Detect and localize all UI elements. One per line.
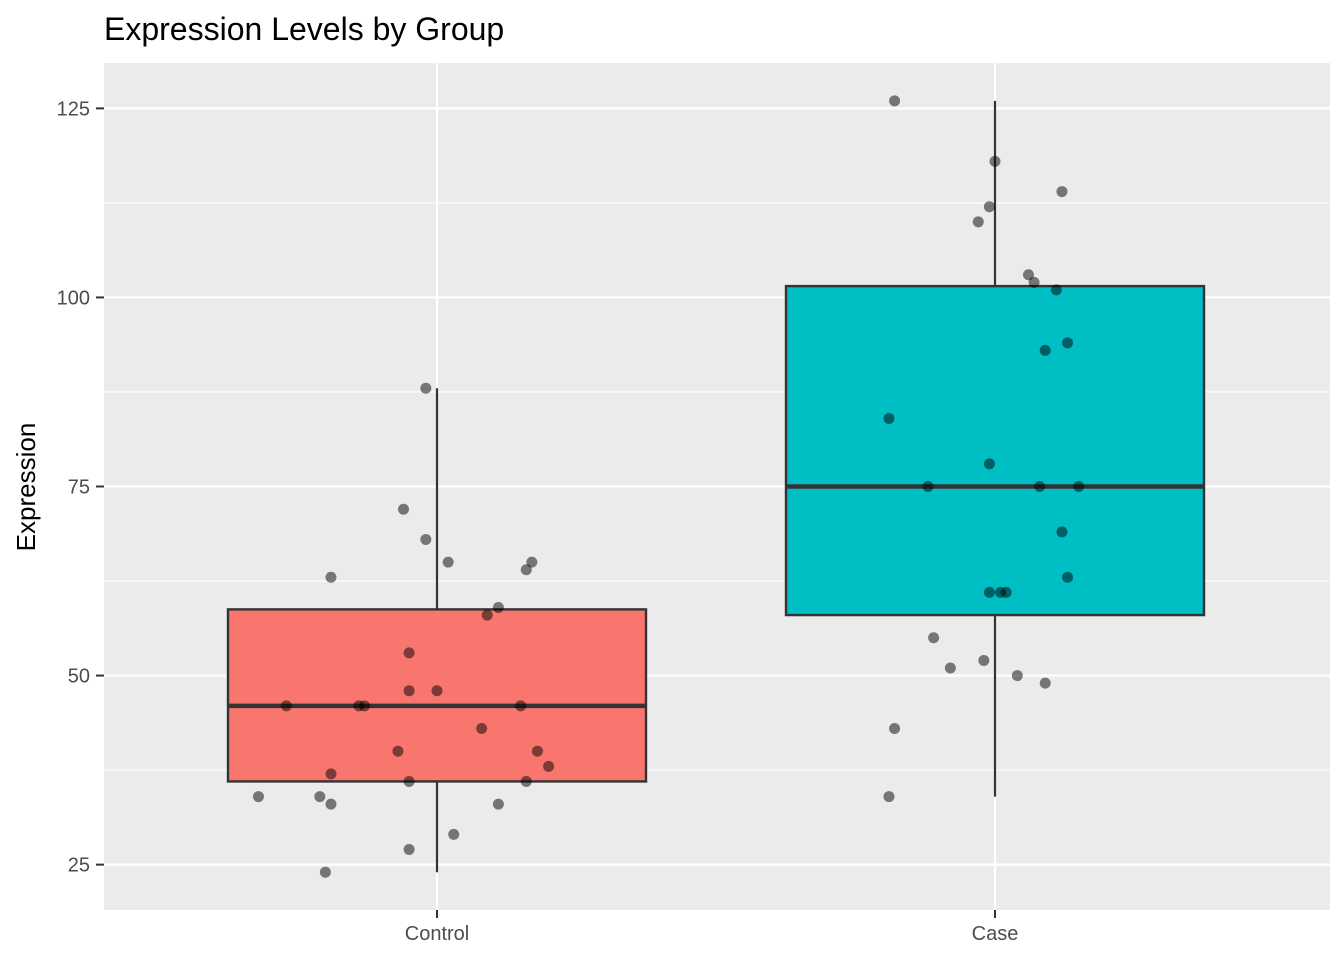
data-point — [526, 556, 538, 568]
data-point — [420, 382, 432, 394]
y-tick-label: 50 — [68, 666, 90, 688]
data-point — [1050, 284, 1062, 296]
data-point — [325, 768, 337, 780]
data-point — [1039, 677, 1051, 689]
data-point — [442, 556, 454, 568]
x-tick-label: Control — [405, 923, 469, 945]
data-point — [978, 654, 990, 666]
data-point — [922, 481, 934, 492]
data-point — [1028, 276, 1040, 288]
data-point — [883, 412, 895, 424]
data-point — [543, 760, 555, 772]
data-point — [983, 201, 995, 213]
data-point — [1022, 269, 1034, 281]
data-point — [403, 647, 415, 659]
data-point — [319, 866, 331, 878]
data-point — [1000, 586, 1012, 598]
data-point — [492, 798, 504, 810]
data-point — [398, 503, 410, 515]
data-point — [481, 609, 493, 621]
data-point — [1062, 571, 1074, 583]
data-point — [1034, 481, 1046, 492]
data-point — [989, 155, 1001, 167]
data-point — [972, 216, 984, 228]
data-point — [403, 775, 415, 787]
data-point — [1056, 526, 1068, 538]
data-point — [1011, 670, 1023, 682]
data-point — [476, 723, 488, 734]
data-point — [983, 458, 995, 470]
data-point — [1073, 481, 1085, 492]
data-point — [492, 602, 504, 613]
chart-title: Expression Levels by Group — [104, 11, 504, 47]
data-point — [392, 745, 404, 757]
data-point — [353, 700, 365, 712]
interquartile-box — [784, 284, 1206, 617]
x-tick-label: Case — [972, 923, 1019, 945]
jitter-points — [252, 95, 1085, 878]
data-point — [252, 791, 264, 803]
data-point — [889, 723, 901, 734]
data-point — [889, 95, 901, 107]
data-point — [403, 685, 415, 697]
data-point — [1062, 337, 1074, 349]
data-point — [520, 564, 532, 576]
data-point — [420, 533, 432, 545]
axes: 25 50 75 100 125 Control Case — [57, 98, 1019, 945]
y-tick-label: 25 — [68, 855, 90, 877]
data-point — [1039, 344, 1051, 356]
data-point — [280, 700, 292, 712]
data-point — [944, 662, 956, 674]
data-point — [928, 632, 940, 644]
data-point — [1056, 186, 1068, 198]
box-case — [784, 100, 1206, 797]
data-point — [983, 586, 995, 598]
y-tick-label: 125 — [57, 98, 90, 120]
data-point — [325, 798, 337, 810]
data-point — [325, 571, 337, 583]
y-tick-label: 100 — [57, 287, 90, 309]
data-point — [448, 828, 460, 840]
y-axis-label: Expression — [11, 423, 41, 552]
data-point — [314, 791, 326, 803]
data-point — [515, 700, 527, 712]
y-tick-label: 75 — [68, 477, 90, 499]
data-point — [431, 685, 443, 697]
data-point — [531, 745, 543, 757]
data-point — [403, 844, 415, 855]
data-point — [883, 791, 895, 803]
data-point — [520, 775, 532, 787]
